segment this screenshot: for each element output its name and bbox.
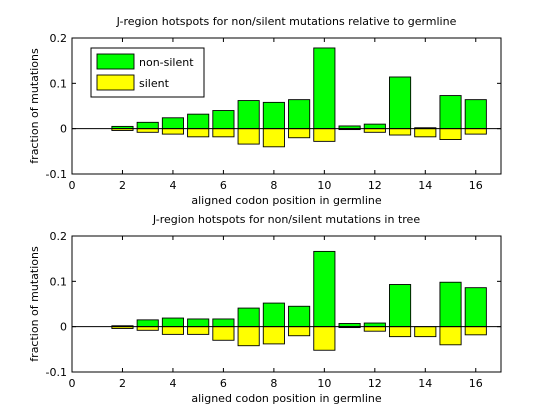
x-tick-label: 4 [169,377,176,390]
bar-nonsilent-12 [363,123,386,130]
y-tick-label: 0 [60,321,67,334]
bar-silent-9 [288,128,311,139]
bar-nonsilent-13 [389,284,412,328]
legend-label: non-silent [139,56,194,69]
bar-silent-12 [363,326,386,332]
bar-nonsilent-4 [161,117,184,130]
bar-nonsilent-16 [464,287,487,328]
bar-silent-8 [262,326,285,345]
x-tick-label: 0 [69,179,76,192]
bar-nonsilent-3 [136,121,159,130]
x-tick-label: 10 [317,377,331,390]
bar-nonsilent-10 [313,250,336,328]
axes-frame [71,37,502,175]
y-tick-label: 0.2 [50,32,68,45]
y-axis-label: fraction of mutations [28,48,41,164]
bar-silent-15 [439,326,462,346]
x-tick-label: 0 [69,377,76,390]
x-tick-label: 6 [220,377,227,390]
legend-swatch-nonsilent [96,53,135,70]
bar-nonsilent-5 [187,113,210,130]
bar-silent-10 [313,128,336,142]
y-tick-label: -0.1 [46,366,67,379]
y-tick-label: 0 [60,123,67,136]
chart-title: J-region hotspots for non/silent mutatio… [152,213,420,226]
bar-silent-6 [212,128,235,138]
bar-silent-7 [237,326,260,347]
x-tick-label: 4 [169,179,176,192]
bar-nonsilent-6 [212,110,235,130]
bar-nonsilent-8 [262,101,285,130]
y-tick-label: 0.1 [50,275,68,288]
bar-silent-4 [161,326,184,335]
bar-nonsilent-7 [237,307,260,328]
bar-silent-12 [363,128,386,133]
bar-silent-16 [464,326,487,336]
bar-silent-5 [187,326,210,335]
bar-silent-14 [414,128,437,138]
y-tick-label: 0.2 [50,230,68,243]
bar-nonsilent-15 [439,281,462,328]
y-tick-label: -0.1 [46,168,67,181]
bar-nonsilent-3 [136,319,159,328]
bar-nonsilent-7 [237,100,260,130]
bar-nonsilent-4 [161,317,184,328]
x-axis-label: aligned codon position in germline [191,392,381,405]
x-tick-label: 2 [119,377,126,390]
x-tick-label: 14 [418,179,432,192]
chart-title: J-region hotspots for non/silent mutatio… [116,15,457,28]
bar-silent-5 [187,128,210,138]
legend-label: silent [139,77,170,90]
bar-silent-16 [464,128,487,135]
bar-nonsilent-5 [187,318,210,328]
y-tick-label: 0.1 [50,77,68,90]
bar-nonsilent-10 [313,47,336,130]
bar-silent-6 [212,326,235,341]
x-tick-label: 2 [119,179,126,192]
bar-silent-9 [288,326,311,337]
bar-nonsilent-16 [464,99,487,130]
legend-swatch-silent [96,74,135,91]
bar-silent-14 [414,326,437,338]
bar-silent-10 [313,326,336,351]
x-tick-label: 16 [469,377,483,390]
bar-silent-3 [136,128,159,133]
bar-silent-13 [389,326,412,338]
bar-nonsilent-9 [288,99,311,130]
bar-silent-13 [389,128,412,136]
bar-nonsilent-13 [389,76,412,130]
bar-nonsilent-9 [288,305,311,328]
x-tick-label: 8 [270,377,277,390]
x-tick-label: 14 [418,377,432,390]
bar-silent-3 [136,326,159,331]
bar-nonsilent-15 [439,95,462,130]
x-axis-label: aligned codon position in germline [191,194,381,207]
bar-silent-7 [237,128,260,145]
bar-silent-4 [161,128,184,135]
x-tick-label: 16 [469,179,483,192]
bar-nonsilent-12 [363,322,386,328]
bar-nonsilent-6 [212,318,235,328]
axes-frame [71,235,502,373]
x-tick-label: 8 [270,179,277,192]
x-tick-label: 12 [368,377,382,390]
bar-nonsilent-8 [262,302,285,328]
bar-silent-15 [439,128,462,140]
x-tick-label: 10 [317,179,331,192]
bar-silent-8 [262,128,285,148]
x-tick-label: 6 [220,179,227,192]
x-tick-label: 12 [368,179,382,192]
y-axis-label: fraction of mutations [28,246,41,362]
